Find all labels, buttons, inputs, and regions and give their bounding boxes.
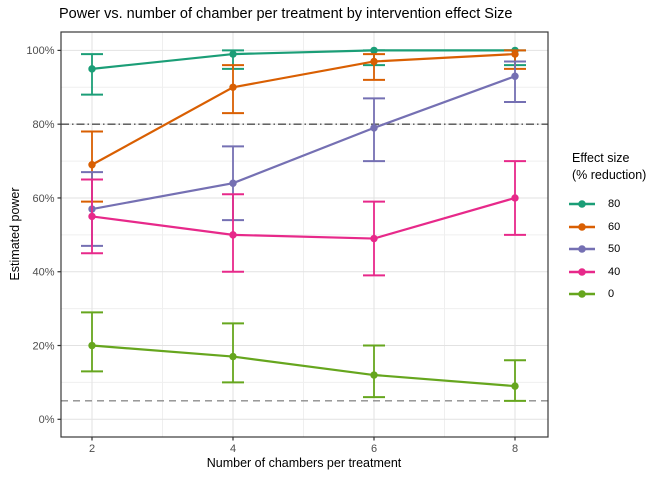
legend-items: 80 60 50 40 0 xyxy=(560,193,672,306)
legend-key-point xyxy=(578,290,586,299)
data-point xyxy=(370,57,378,66)
data-point xyxy=(370,124,378,132)
y-tick-label: 40% xyxy=(32,267,54,279)
series-50 xyxy=(81,60,526,247)
series-line xyxy=(91,49,515,70)
legend-title-line2: (% reduction) xyxy=(572,167,647,182)
x-axis-title: Number of chambers per treatment xyxy=(206,456,402,470)
legend-key-point xyxy=(578,245,586,254)
legend-item-50: 50 xyxy=(560,238,672,261)
y-tick-label: 20% xyxy=(32,340,54,352)
legend-title-line1: Effect size xyxy=(572,151,630,165)
data-point xyxy=(370,371,378,379)
x-tick-label: 2 xyxy=(89,443,95,455)
data-point xyxy=(88,212,96,221)
legend-label: 60 xyxy=(608,220,621,233)
data-point xyxy=(370,46,378,55)
series-line xyxy=(91,75,516,211)
legend-key-icon xyxy=(569,200,595,208)
legend-label: 80 xyxy=(608,198,621,211)
legend-key-icon xyxy=(569,290,595,299)
legend-label: 40 xyxy=(608,265,621,278)
legend-key-point xyxy=(578,222,586,231)
series-60 xyxy=(81,49,526,203)
series-line xyxy=(91,344,516,388)
legend-key-icon xyxy=(569,222,595,231)
x-tick-label: 8 xyxy=(512,443,518,455)
legend-key-point xyxy=(578,200,586,208)
y-tick-label: 100% xyxy=(26,45,54,57)
x-tick-label: 6 xyxy=(371,443,377,455)
data-point xyxy=(229,50,237,58)
series-40 xyxy=(81,160,526,277)
data-point xyxy=(511,50,519,58)
data-point xyxy=(229,83,237,91)
y-tick-label: 80% xyxy=(32,119,54,131)
data-point xyxy=(511,194,519,202)
legend-key-point xyxy=(578,268,586,276)
x-tick-label: 4 xyxy=(230,443,236,455)
legend-key-icon xyxy=(569,245,595,254)
data-point xyxy=(229,179,237,187)
legend-item-0: 0 xyxy=(560,283,672,306)
data-point xyxy=(88,65,96,73)
series-line xyxy=(91,52,516,166)
panel-border xyxy=(60,31,549,438)
legend-label: 0 xyxy=(608,288,615,301)
legend-item-80: 80 xyxy=(560,193,672,216)
series-0 xyxy=(81,311,526,402)
legend: Effect size (% reduction) 80 60 50 40 0 xyxy=(560,150,672,306)
data-point xyxy=(229,231,237,239)
data-point xyxy=(511,72,519,80)
data-point xyxy=(88,341,96,350)
legend-item-60: 60 xyxy=(560,215,672,238)
data-point xyxy=(88,161,96,169)
legend-item-40: 40 xyxy=(560,261,672,284)
legend-title: Effect size (% reduction) xyxy=(572,150,672,184)
data-point xyxy=(370,234,378,243)
legend-label: 50 xyxy=(608,243,621,256)
legend-key-icon xyxy=(569,268,595,276)
data-point xyxy=(229,352,237,361)
series-line xyxy=(91,196,516,240)
data-point xyxy=(511,382,519,390)
y-tick-label: 0% xyxy=(39,414,55,426)
y-tick-label: 60% xyxy=(32,193,54,205)
chart-title: Power vs. number of chamber per treatmen… xyxy=(59,6,513,22)
y-axis-title: Estimated power xyxy=(8,187,22,281)
